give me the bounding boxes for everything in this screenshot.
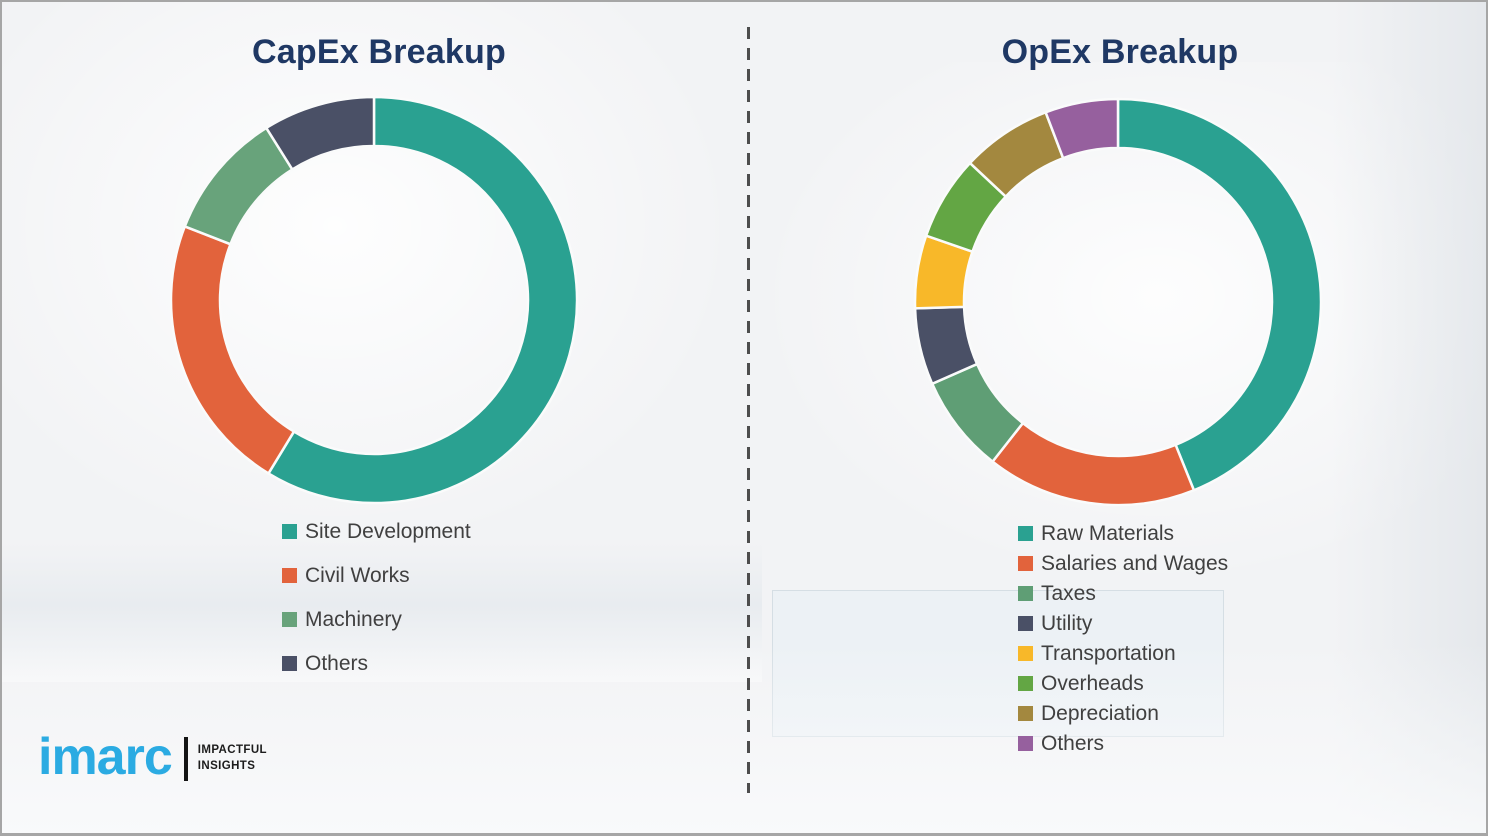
legend-item-transportation: Transportation <box>1018 638 1228 668</box>
opex-legend: Raw Materials Salaries and Wages Taxes Util… <box>1018 518 1228 758</box>
legend-swatch-icon <box>282 567 297 583</box>
legend-item-others: Others <box>1018 728 1228 758</box>
logo-tagline: IMPACTFUL INSIGHTS <box>198 743 267 774</box>
legend-item-site-development: Site Development <box>282 509 471 553</box>
legend-item-depreciation: Depreciation <box>1018 698 1228 728</box>
legend-label: Machinery <box>305 607 402 631</box>
logo-divider-bar <box>183 737 188 781</box>
donut-segment-salaries-and-wages <box>990 421 1196 507</box>
legend-item-civil-works: Civil Works <box>282 553 471 597</box>
capex-chart-title: CapEx Breakup <box>252 33 506 71</box>
legend-label: Salaries and Wages <box>1041 551 1229 575</box>
legend-swatch-icon <box>1018 735 1033 751</box>
legend-swatch-icon <box>1018 585 1033 601</box>
legend-label: Utility <box>1041 611 1093 635</box>
donut-segment-others <box>264 95 376 172</box>
legend-label: Raw Materials <box>1041 521 1175 545</box>
donut-segment-raw-materials <box>1116 97 1323 492</box>
imarc-logo: imarc IMPACTFUL INSIGHTS <box>38 731 267 783</box>
legend-label: Transportation <box>1041 641 1176 665</box>
legend-item-machinery: Machinery <box>282 597 471 641</box>
legend-swatch-icon <box>1018 705 1033 721</box>
background-texture <box>1332 2 1486 833</box>
capex-donut-chart <box>169 95 579 505</box>
legend-swatch-icon <box>1018 615 1033 631</box>
donut-segment-site-development <box>266 95 579 505</box>
logo-tagline-line2: INSIGHTS <box>197 760 256 772</box>
legend-swatch-icon <box>1018 525 1033 541</box>
capex-legend: Site Development Civil Works Machinery Othe… <box>282 509 471 685</box>
legend-label: Site Development <box>305 519 471 543</box>
legend-label: Depreciation <box>1041 701 1159 725</box>
donut-segment-civil-works <box>169 224 296 476</box>
legend-item-salaries-and-wages: Salaries and Wages <box>1018 548 1228 578</box>
legend-label: Civil Works <box>305 563 410 587</box>
legend-label: Others <box>305 651 369 675</box>
opex-donut-chart <box>913 97 1323 507</box>
donut-segment-others <box>1044 97 1120 160</box>
imarc-logo-wordmark: imarc <box>38 728 173 786</box>
opex-chart-title: OpEx Breakup <box>1001 33 1239 71</box>
legend-swatch-icon <box>282 655 297 671</box>
legend-label: Taxes <box>1041 581 1096 605</box>
legend-item-utility: Utility <box>1018 608 1228 638</box>
legend-item-others: Others <box>282 641 471 685</box>
legend-swatch-icon <box>282 523 297 539</box>
vertical-dashed-divider <box>747 27 750 793</box>
legend-swatch-icon <box>282 611 297 627</box>
legend-label: Overheads <box>1041 671 1144 695</box>
legend-swatch-icon <box>1018 555 1033 571</box>
legend-label: Others <box>1041 731 1105 755</box>
legend-item-overheads: Overheads <box>1018 668 1228 698</box>
legend-swatch-icon <box>1018 675 1033 691</box>
legend-item-raw-materials: Raw Materials <box>1018 518 1228 548</box>
logo-tagline-line1: IMPACTFUL <box>197 744 267 757</box>
legend-swatch-icon <box>1018 645 1033 661</box>
legend-item-taxes: Taxes <box>1018 578 1228 608</box>
